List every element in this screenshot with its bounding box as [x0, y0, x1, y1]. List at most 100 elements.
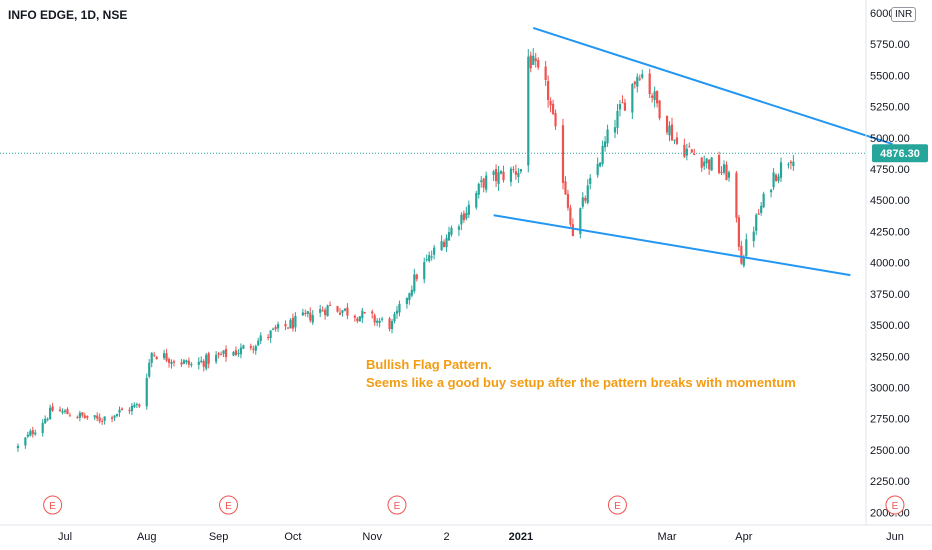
candle-body [120, 408, 124, 411]
candle-body [554, 113, 557, 127]
candle-body [467, 204, 470, 215]
candle-body [274, 326, 277, 330]
candle-body [343, 308, 347, 311]
earnings-marker[interactable]: E [387, 495, 407, 515]
earnings-marker[interactable]: E [885, 495, 905, 515]
candle-body [693, 154, 696, 156]
candle-body [683, 144, 686, 157]
candle-body [720, 172, 723, 174]
earnings-marker[interactable]: E [43, 495, 63, 515]
candle-body [190, 364, 193, 366]
candle-body [499, 171, 503, 174]
candle-body [286, 327, 290, 329]
candle-body [138, 404, 141, 407]
candle-body [477, 183, 480, 195]
candle-body [336, 306, 339, 312]
candle-body [291, 317, 295, 329]
candle-body [442, 241, 446, 247]
candle-body [51, 406, 54, 411]
candle-body [321, 310, 324, 312]
candle-body [425, 259, 428, 261]
candle-body [41, 422, 44, 434]
candle-body [145, 377, 148, 407]
candle-body [319, 309, 322, 313]
candle-body [346, 307, 349, 316]
candle-body [371, 311, 374, 314]
annotation-text: Bullish Flag Pattern. Seems like a good … [366, 356, 796, 392]
candle-body [569, 207, 572, 225]
candle-body [779, 162, 783, 178]
y-tick-label: 2250.00 [870, 476, 910, 488]
candle-body [98, 417, 101, 422]
candle-body [742, 257, 745, 266]
candle-body [762, 193, 765, 208]
candle-body [792, 161, 795, 167]
trendline[interactable] [532, 26, 893, 145]
x-tick-label: Mar [658, 531, 677, 543]
candle-body [81, 412, 84, 416]
y-tick-label: 3000.00 [870, 383, 910, 395]
candle-body [405, 298, 408, 304]
y-tick-label: 4750.00 [870, 164, 910, 176]
candle-body [589, 177, 592, 185]
y-tick-label: 3250.00 [870, 351, 910, 363]
candle-body [509, 168, 513, 182]
price-axis[interactable]: 2000.002250.002500.002750.003000.003250.… [870, 8, 910, 519]
candle-body [544, 66, 547, 81]
candle-body [648, 73, 651, 95]
earnings-marker-circle [387, 495, 407, 515]
candle-body [735, 172, 738, 218]
candle-body [232, 351, 235, 356]
x-tick-label: 2 [443, 531, 449, 543]
candle-body [705, 158, 708, 164]
candle-body [155, 356, 158, 360]
currency-button[interactable]: INR [891, 7, 917, 22]
candle-body [428, 255, 431, 262]
earnings-marker[interactable]: E [607, 495, 627, 515]
trendlines[interactable] [493, 26, 893, 277]
candle-body [727, 172, 731, 178]
candle-body [378, 320, 381, 323]
y-tick-label: 5750.00 [870, 39, 910, 51]
candle-body [571, 224, 574, 237]
candle-body [324, 309, 327, 316]
candle-body [760, 205, 763, 213]
candle-body [596, 163, 599, 176]
candle-body [353, 315, 356, 318]
annotation-line-2: Seems like a good buy setup after the pa… [366, 375, 796, 390]
candle-body [110, 417, 114, 419]
candle-body [224, 348, 228, 358]
earnings-marker-circle [219, 495, 239, 515]
candle-body [633, 81, 636, 85]
candle-body [725, 164, 728, 181]
candle-body [623, 102, 627, 111]
candle-body [514, 171, 518, 175]
candle-body [413, 274, 416, 292]
last-price-tag-label: 4876.30 [880, 148, 920, 160]
candle-body [26, 434, 29, 437]
candle-body [311, 315, 314, 323]
candle-body [16, 445, 20, 449]
time-axis[interactable]: Jul Aug Sep Oct Nov 2 2021 Mar Apr Jun [0, 524, 932, 543]
candle-body [153, 354, 156, 356]
candle-body [757, 213, 760, 215]
x-tick-label: Nov [362, 531, 382, 543]
candle-body [272, 328, 275, 330]
trendline[interactable] [493, 214, 851, 277]
candle-body [445, 237, 448, 248]
candle-body [717, 155, 721, 173]
candle-body [722, 164, 726, 173]
candle-body [34, 432, 37, 435]
chart-title: INFO EDGE, 1D, NSE [8, 8, 128, 22]
candle-body [46, 418, 49, 420]
candle-body [581, 197, 584, 207]
candle-body [670, 124, 674, 141]
candle-body [103, 416, 106, 421]
candle-body [599, 162, 602, 167]
candle-body [182, 360, 186, 364]
candle-body [774, 174, 778, 181]
candle-body [485, 175, 488, 190]
earnings-marker[interactable]: E [219, 495, 239, 515]
